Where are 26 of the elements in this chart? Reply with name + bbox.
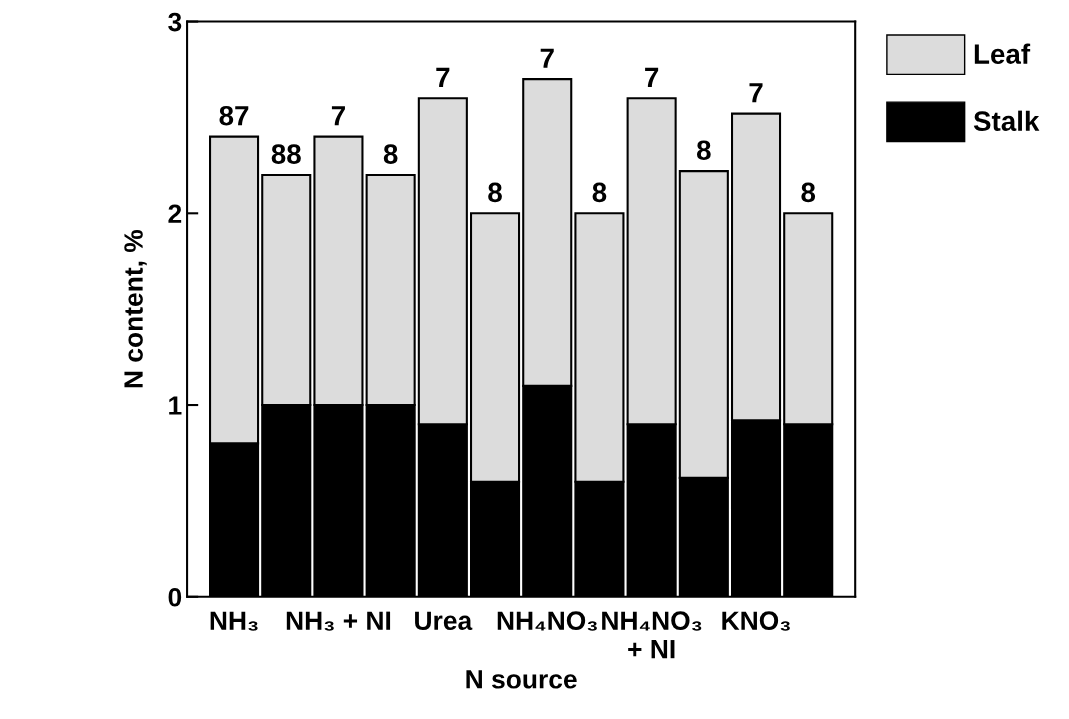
annotation: 7 — [540, 48, 554, 68]
annotation: 8 — [592, 182, 607, 203]
x-tick-label: NH₃ + NI — [286, 611, 391, 631]
x-tick-label: KNO₃ — [722, 611, 790, 631]
legend-label: Stalk — [973, 110, 1040, 132]
annotation: 7 — [645, 67, 659, 87]
annotation: 7 — [749, 83, 763, 103]
x-tick-label: Urea — [415, 611, 473, 631]
y-axis-title: N content, % — [124, 229, 147, 388]
annotation: 87 — [219, 105, 249, 126]
annotation: 8 — [801, 182, 816, 203]
y-tick-label: 0 — [168, 587, 182, 607]
x-axis-title: N source — [466, 670, 577, 689]
y-tick-label: 1 — [169, 396, 182, 415]
annotation: 8 — [488, 182, 502, 203]
annotation: 8 — [696, 140, 711, 161]
legend-label: Leaf — [974, 43, 1031, 64]
annotation: 8 — [383, 144, 398, 164]
annotation: 7 — [331, 106, 345, 126]
annotation: 7 — [436, 67, 450, 87]
y-tick-label: 3 — [168, 12, 182, 32]
x-tick-label: NH₃ — [210, 611, 258, 631]
x-tick-label: NH₄NO₃ + NI — [602, 611, 702, 659]
annotation: 88 — [271, 144, 301, 164]
x-tick-label: NH₄NO₃ — [497, 611, 597, 631]
y-tick-label: 2 — [168, 204, 182, 223]
